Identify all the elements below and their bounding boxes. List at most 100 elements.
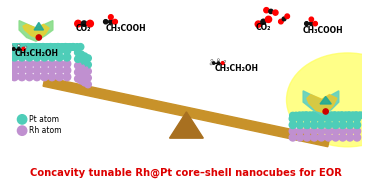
Circle shape (324, 112, 330, 118)
Circle shape (354, 112, 360, 119)
Circle shape (33, 73, 41, 81)
Circle shape (360, 112, 367, 119)
Circle shape (56, 44, 63, 50)
Circle shape (346, 112, 352, 119)
Circle shape (266, 16, 272, 22)
Circle shape (304, 134, 311, 141)
Circle shape (297, 134, 304, 141)
Circle shape (63, 67, 71, 74)
Circle shape (360, 112, 366, 118)
Circle shape (81, 21, 87, 26)
Circle shape (75, 56, 81, 62)
Circle shape (56, 44, 62, 50)
Text: CO₂: CO₂ (256, 23, 272, 32)
Circle shape (364, 130, 370, 136)
Circle shape (318, 134, 325, 141)
Circle shape (346, 134, 354, 141)
Circle shape (56, 47, 63, 54)
Circle shape (11, 53, 18, 61)
Circle shape (18, 126, 27, 135)
Circle shape (325, 112, 331, 119)
Circle shape (18, 67, 26, 74)
Circle shape (85, 81, 91, 88)
Circle shape (32, 44, 39, 50)
Circle shape (346, 121, 354, 129)
Circle shape (318, 115, 325, 122)
Circle shape (22, 44, 29, 50)
Circle shape (85, 55, 91, 61)
Polygon shape (320, 96, 331, 104)
Circle shape (325, 134, 332, 141)
Circle shape (332, 134, 339, 141)
Circle shape (11, 60, 18, 67)
Circle shape (48, 60, 56, 67)
Circle shape (332, 112, 338, 119)
Circle shape (212, 61, 216, 65)
Circle shape (41, 67, 48, 74)
Circle shape (332, 128, 339, 135)
Circle shape (81, 60, 88, 66)
Circle shape (339, 112, 346, 119)
Circle shape (14, 44, 21, 50)
Circle shape (318, 128, 325, 135)
Circle shape (34, 44, 40, 50)
Circle shape (325, 121, 332, 129)
Circle shape (75, 69, 81, 76)
Circle shape (305, 22, 308, 26)
Circle shape (48, 73, 56, 81)
Circle shape (37, 44, 44, 50)
Circle shape (47, 44, 54, 50)
Circle shape (304, 128, 311, 135)
Circle shape (217, 59, 219, 61)
Circle shape (40, 44, 46, 50)
Circle shape (29, 44, 36, 50)
Circle shape (17, 44, 24, 50)
Circle shape (51, 44, 58, 50)
Circle shape (41, 44, 48, 50)
Text: Rh atom: Rh atom (29, 126, 61, 135)
Circle shape (269, 9, 273, 14)
Circle shape (261, 19, 266, 24)
Circle shape (78, 64, 85, 71)
Circle shape (211, 59, 213, 62)
Circle shape (367, 132, 373, 138)
Circle shape (293, 112, 299, 119)
Circle shape (63, 44, 69, 50)
Circle shape (36, 35, 41, 40)
Polygon shape (303, 91, 339, 115)
Circle shape (10, 44, 17, 50)
Circle shape (48, 44, 55, 50)
Circle shape (63, 73, 71, 81)
Circle shape (309, 22, 313, 26)
Circle shape (310, 112, 317, 119)
Circle shape (297, 121, 304, 129)
Circle shape (367, 119, 373, 125)
Circle shape (325, 128, 332, 135)
Polygon shape (34, 22, 44, 30)
Circle shape (26, 47, 33, 54)
Circle shape (285, 14, 289, 19)
Circle shape (313, 22, 317, 26)
Text: CH₃CH₂OH: CH₃CH₂OH (15, 50, 59, 58)
Circle shape (33, 67, 41, 74)
Circle shape (7, 44, 13, 50)
Circle shape (85, 61, 91, 68)
Circle shape (70, 44, 76, 50)
Circle shape (325, 112, 332, 119)
Circle shape (109, 20, 113, 24)
Circle shape (346, 128, 354, 135)
Circle shape (78, 71, 85, 77)
Circle shape (36, 44, 43, 50)
Circle shape (26, 53, 33, 61)
Circle shape (367, 125, 373, 132)
Polygon shape (169, 112, 203, 138)
Text: CH₃COOH: CH₃COOH (303, 26, 344, 35)
Circle shape (297, 128, 304, 135)
Circle shape (354, 128, 361, 135)
Circle shape (311, 112, 317, 119)
Circle shape (74, 44, 81, 50)
Circle shape (33, 47, 41, 54)
Circle shape (41, 47, 48, 54)
Circle shape (18, 60, 26, 67)
Circle shape (371, 140, 373, 146)
